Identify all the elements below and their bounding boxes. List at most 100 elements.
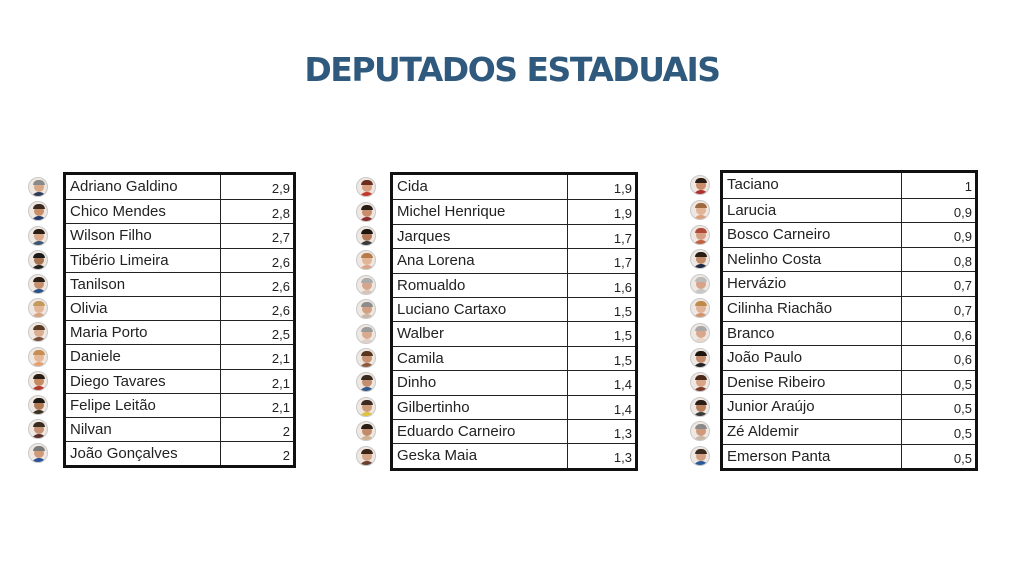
table-row: Felipe Leitão 2,1 xyxy=(66,392,293,417)
candidate-name: Diego Tavares xyxy=(70,372,166,390)
candidate-percentage: 2,1 xyxy=(220,369,293,393)
avatar xyxy=(356,372,376,393)
candidate-name: Adriano Galdino xyxy=(70,178,178,195)
table-row: Bosco Carneiro 0,9 xyxy=(723,222,975,247)
avatar xyxy=(690,224,710,245)
candidate-name: Junior Araújo xyxy=(727,398,815,416)
table-row: Zé Aldemir 0,5 xyxy=(723,418,975,444)
table-row: Branco 0,6 xyxy=(723,320,975,346)
candidate-name: Taciano xyxy=(727,176,779,193)
avatar xyxy=(28,273,48,294)
candidate-percentage: 1,5 xyxy=(567,297,635,322)
avatar xyxy=(28,394,48,415)
candidate-percentage: 2,6 xyxy=(220,248,293,272)
avatar xyxy=(690,199,710,220)
candidate-percentage: 2 xyxy=(220,417,293,442)
avatar xyxy=(690,298,710,319)
candidate-name: Walber xyxy=(397,325,444,343)
candidate-name: Luciano Cartaxo xyxy=(397,300,507,318)
candidate-percentage: 0,9 xyxy=(901,198,975,223)
ranking-table: Adriano Galdino 2,9 Chico Mendes 2,8 Wilson … xyxy=(63,172,296,469)
table-row: João Paulo 0,6 xyxy=(723,345,975,370)
avatar xyxy=(356,274,376,295)
avatar xyxy=(356,177,376,198)
candidate-name: Tibério Limeira xyxy=(70,251,169,269)
table-row: Ana Lorena 1,7 xyxy=(393,248,635,273)
candidate-name: João Gonçalves xyxy=(70,445,178,463)
avatar xyxy=(28,298,48,319)
table-row: João Gonçalves 2 xyxy=(66,441,293,466)
candidate-percentage: 2,9 xyxy=(220,175,293,200)
candidate-name: Geska Maia xyxy=(397,447,478,465)
candidate-percentage: 1,3 xyxy=(567,444,635,468)
candidate-name: Dinho xyxy=(397,374,437,392)
avatar xyxy=(28,443,48,464)
table-row: Taciano 1 xyxy=(723,173,975,198)
table-row: Tibério Limeira 2,6 xyxy=(66,247,293,272)
candidate-name: Nilvan xyxy=(70,420,112,438)
candidate-percentage: 0,7 xyxy=(901,296,975,321)
candidate-percentage: 2 xyxy=(220,442,293,466)
candidate-name: Hervázio xyxy=(727,275,787,293)
avatar xyxy=(356,348,376,368)
candidate-percentage: 1 xyxy=(901,173,975,198)
candidate-percentage: 2,1 xyxy=(220,345,293,369)
candidate-name: Tanilson xyxy=(70,275,126,293)
candidate-percentage: 1,4 xyxy=(567,371,635,395)
table-row: Maria Porto 2,5 xyxy=(66,320,293,345)
table-row: Emerson Panta 0,5 xyxy=(723,443,975,469)
candidate-percentage: 0,5 xyxy=(901,395,975,419)
candidate-percentage: 0,7 xyxy=(901,272,975,296)
candidate-percentage: 1,5 xyxy=(567,346,635,371)
table-row: Jarques 1,7 xyxy=(393,223,635,249)
candidate-percentage: 0,9 xyxy=(901,223,975,247)
avatar xyxy=(690,273,710,294)
avatar xyxy=(690,372,710,393)
candidate-name: Cilinha Riachão xyxy=(727,299,833,317)
candidate-percentage: 0,8 xyxy=(901,247,975,272)
candidate-percentage: 2,6 xyxy=(220,296,293,321)
avatar xyxy=(28,201,48,222)
table-row: Adriano Galdino 2,9 xyxy=(66,175,293,200)
table-row: Romualdo 1,6 xyxy=(393,272,635,297)
candidate-name: Olivia xyxy=(70,299,108,317)
avatar xyxy=(356,445,376,466)
avatar xyxy=(28,419,48,440)
table-row: Eduardo Carneiro 1,3 xyxy=(393,418,635,444)
candidate-name: Larucia xyxy=(727,201,777,219)
avatar xyxy=(356,421,376,442)
avatar xyxy=(690,322,710,343)
candidate-name: Nelinho Costa xyxy=(727,250,822,268)
avatar xyxy=(690,445,710,466)
table-row: Michel Henrique 1,9 xyxy=(393,199,635,224)
candidate-name: Camila xyxy=(397,349,444,367)
candidate-name: Denise Ribeiro xyxy=(727,373,826,391)
candidate-percentage: 0,6 xyxy=(901,321,975,346)
candidate-percentage: 1,9 xyxy=(567,175,635,200)
table-row: Camila 1,5 xyxy=(393,345,635,371)
avatar xyxy=(28,249,48,270)
candidate-percentage: 1,7 xyxy=(567,224,635,249)
table-row: Gilbertinho 1,4 xyxy=(393,394,635,419)
candidate-percentage: 2,5 xyxy=(220,321,293,345)
avatar xyxy=(356,323,376,344)
candidate-percentage: 1,4 xyxy=(567,395,635,419)
candidate-name: Bosco Carneiro xyxy=(727,226,831,244)
avatar xyxy=(28,225,48,246)
candidate-name: Romualdo xyxy=(397,276,466,294)
candidate-percentage: 2,7 xyxy=(220,224,293,248)
table-row: Olivia 2,6 xyxy=(66,295,293,321)
avatar xyxy=(690,175,710,196)
table-row: Chico Mendes 2,8 xyxy=(66,199,293,224)
candidate-name: Eduardo Carneiro xyxy=(397,422,516,440)
table-row: Nilvan 2 xyxy=(66,416,293,442)
avatar xyxy=(690,396,710,417)
avatar xyxy=(28,177,48,198)
ranking-table: Cida 1,9 Michel Henrique 1,9 Jarques 1,7 Ana L… xyxy=(390,172,638,471)
table-row: Cida 1,9 xyxy=(393,175,635,200)
candidate-percentage: 2,8 xyxy=(220,200,293,224)
candidate-percentage: 0,5 xyxy=(901,370,975,395)
candidate-percentage: 2,6 xyxy=(220,272,293,296)
table-row: Luciano Cartaxo 1,5 xyxy=(393,296,635,322)
page-title: DEPUTADOS ESTADUAIS xyxy=(304,50,721,89)
